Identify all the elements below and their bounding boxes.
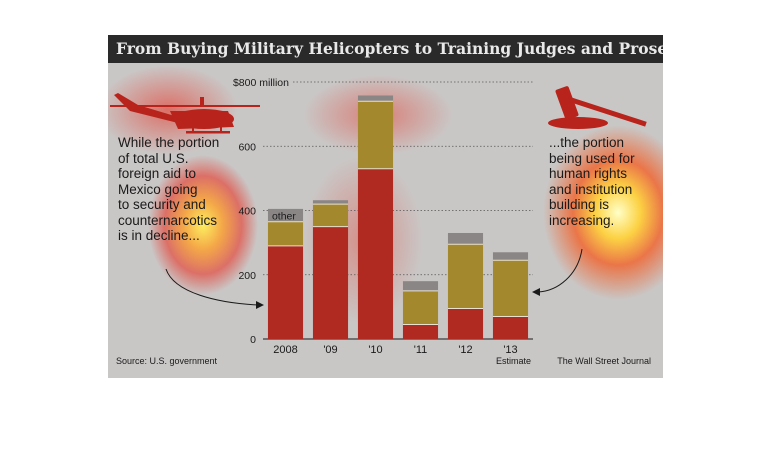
chart-panel: From Buying Military Helicopters to Trai… <box>108 35 663 378</box>
x-tick-label: '09 <box>323 344 337 356</box>
chart-title: From Buying Military Helicopters to Trai… <box>108 35 663 63</box>
right-arrowhead <box>532 288 540 296</box>
note-line: of total U.S. <box>118 150 189 166</box>
helicopter-icon <box>110 93 260 134</box>
bar-segment-institution <box>312 204 349 227</box>
source-note: Source: U.S. government <box>116 356 218 366</box>
bar-segment-security <box>447 308 484 339</box>
x-tick-label: 2008 <box>273 344 297 356</box>
note-line: Mexico going <box>118 181 198 197</box>
note-line: foreign aid to <box>118 166 197 181</box>
y-tick-label: 0 <box>250 334 256 346</box>
left-arrow <box>165 268 259 306</box>
note-line: building is <box>549 197 610 212</box>
note-line: and institution <box>549 181 633 197</box>
x-tick-label: '11 <box>414 344 428 356</box>
bar-segment-institution <box>267 221 304 246</box>
x-tick-label: '13 <box>503 344 517 356</box>
left-arrowhead <box>256 301 264 309</box>
right-note: ...the portion being used for human rights… <box>549 135 635 228</box>
bar-segment-other <box>357 95 394 102</box>
bar-segment-other <box>447 232 484 245</box>
other-label: other <box>272 210 296 222</box>
credit-label: The Wall Street Journal <box>557 356 651 366</box>
chart-grid <box>263 81 533 340</box>
note-line: to security and <box>118 197 206 212</box>
note-line: ...the portion <box>549 135 625 150</box>
note-line: increasing. <box>549 212 615 228</box>
y-tick-label: $800 million <box>233 77 289 89</box>
x-tick-label: '12 <box>458 344 472 356</box>
bar-segment-security <box>357 168 394 339</box>
gavel-icon <box>548 86 647 129</box>
bar-segment-institution <box>492 260 529 317</box>
bar-segment-security <box>402 324 439 339</box>
note-line: being used for <box>549 150 635 166</box>
bar-segment-institution <box>447 244 484 309</box>
bar-segment-security <box>312 226 349 339</box>
bar-segment-other <box>492 252 529 261</box>
note-line: While the portion <box>118 135 220 150</box>
bar-segment-institution <box>402 290 439 325</box>
bar-segment-security <box>492 316 529 339</box>
y-tick-label: 400 <box>238 206 256 218</box>
estimate-label: Estimate <box>496 356 532 366</box>
note-line: is in decline... <box>118 228 200 243</box>
right-arrow <box>537 248 583 293</box>
note-line: human rights <box>549 166 628 181</box>
bar-segment-other <box>267 208 304 222</box>
y-tick-label: 200 <box>238 270 256 282</box>
chart-svg: other 0 200 400 600 $800 million 2008 '09 '10 '… <box>110 77 647 356</box>
bar-segment-other <box>402 281 439 291</box>
bar-segment-security <box>267 245 304 339</box>
y-tick-label: 600 <box>238 141 256 153</box>
bar-segment-institution <box>357 101 394 169</box>
x-tick-label: '10 <box>368 344 382 356</box>
left-note: While the portion of total U.S. foreign ai… <box>118 135 219 244</box>
bar-segment-other <box>312 200 349 205</box>
note-line: counternarcotics <box>118 212 218 228</box>
